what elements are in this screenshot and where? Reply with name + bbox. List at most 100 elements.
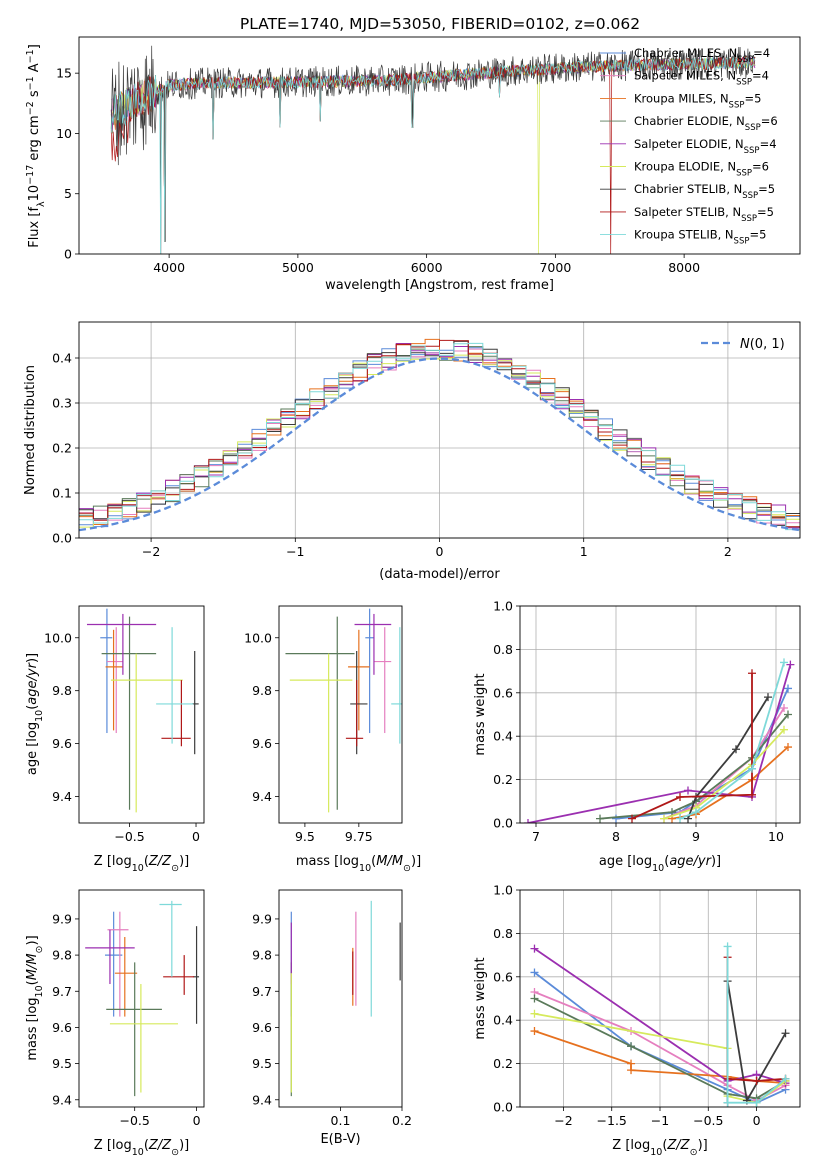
x-tick-label: 2: [724, 544, 732, 559]
y-tick-label: 9.6: [252, 1020, 272, 1035]
weight-marker-kroupa_stelib: [723, 1098, 732, 1107]
plot-area-weight_vs_age: [524, 658, 795, 823]
axes-frame: [519, 605, 801, 824]
x-tick-label: 5000: [282, 260, 314, 275]
y-tick-label: 0.1: [52, 486, 72, 501]
y-tick-label: 0.8: [493, 642, 513, 657]
label-part: )]: [698, 1138, 708, 1153]
weight-marker-kroupa_stelib: [780, 658, 788, 667]
weight-marker-salpeter_stelib: [748, 790, 756, 799]
x-tick-label: −1: [286, 544, 304, 559]
panel-age_vs_Z: −0.5 09.49.69.810.0Z [log10(Z/Z⊙)]age [lo…: [25, 605, 205, 874]
legend-sub: SSP: [737, 55, 753, 65]
label-part: ⊙: [403, 863, 411, 874]
label-part: Z [log: [94, 854, 132, 869]
legend-sub: SSP: [736, 78, 752, 88]
legend-nssp: =6: [752, 160, 769, 174]
y-tick-label: 0: [64, 247, 72, 262]
legend-nssp: =5: [744, 91, 761, 105]
axes-frame: [78, 889, 205, 1108]
legend-normal-label: N(0, 1): [740, 337, 785, 352]
label-part: )]: [411, 854, 421, 869]
weight-marker-salpeter_elodie: [524, 819, 532, 823]
label-part: ⊙: [34, 946, 45, 954]
label-part: erg cm: [27, 115, 42, 164]
label-part: (: [662, 1138, 667, 1153]
histogram-kroupa_elodie: [79, 354, 800, 528]
weight-marker-salpeter_elodie: [530, 944, 539, 953]
y-tick-label: 9.8: [52, 948, 72, 963]
x-tick-label: 10: [768, 829, 784, 844]
weight-line-salpeter_miles: [663, 707, 785, 820]
errorbar-point-chabrier_stelib: [192, 650, 199, 755]
label-part: A: [27, 63, 42, 76]
panel-spectrum: 4000 5000 6000 7000 8000 0 5 10 15 wavelength [An…: [25, 36, 801, 293]
y-tick-label: 0.2: [493, 1056, 513, 1071]
label-part: mass [log: [25, 997, 40, 1060]
errorbar-point-salpeter_miles: [107, 911, 129, 1017]
weight-marker-salpeter_miles: [780, 703, 788, 712]
errorbar-point-kroupa_stelib: [156, 627, 194, 744]
label-part: age [log: [25, 722, 40, 775]
y-tick-label: 10.0: [244, 630, 272, 645]
y-tick-label: 0.0: [493, 1100, 513, 1115]
weight-line-kroupa_stelib: [726, 946, 787, 1104]
label-part: ]: [27, 44, 42, 49]
y-tick-label: 1.0: [493, 883, 513, 898]
x-tick-label: −1: [651, 1113, 669, 1128]
legend-residuals: N(0, 1): [701, 337, 785, 352]
label-part: 10: [652, 863, 664, 874]
legend-sub: SSP: [745, 123, 761, 133]
errorbar-point-kroupa_miles: [114, 937, 138, 1017]
legend-entry-kroupa_stelib: Kroupa STELIB, NSSP=5: [634, 228, 766, 247]
errorbar-point-salpeter_elodie: [86, 613, 157, 675]
label-part: ⊙: [171, 863, 179, 874]
weight-marker-chabrier_stelib: [732, 745, 740, 754]
label-part: −1: [25, 49, 36, 63]
weight-marker-salpeter_stelib: [676, 792, 684, 801]
panel-age_vs_mass: 9.5 9.75 9.4 9.6 9.8 10.0 mass [log10(M/M⊙)]: [244, 605, 421, 874]
plot-area-spectrum: [110, 45, 756, 254]
errorbar-point-salpeter_stelib: [345, 680, 364, 747]
y-axis-label: mass [log10(M/M⊙)]: [25, 935, 45, 1060]
errorbar-point-chabrier_elodie: [106, 962, 162, 1097]
label-part: −2: [25, 101, 36, 115]
plot-area-age_vs_Z: [86, 608, 199, 813]
weight-marker-chabrier_stelib: [764, 693, 772, 702]
label-part: ⊙: [171, 1147, 179, 1158]
errorbar-point-kroupa_elodie: [109, 984, 179, 1093]
weight-marker-salpeter_stelib: [752, 1076, 761, 1085]
weight-marker-salpeter_elodie: [684, 786, 692, 795]
legend-entry-salpeter_elodie: Salpeter ELODIE, NSSP=4: [634, 137, 777, 156]
panel-weight_vs_age: 7 8 9 10 0.0 0.2 0.4 0.6 0.8 1.0 mass weight age [l…: [473, 599, 801, 874]
weight-marker-chabrier_elodie: [530, 994, 539, 1003]
legend-name: Kroupa MILES, N: [634, 91, 729, 105]
x-axis-label: (data-model)/error: [379, 567, 500, 582]
x-axis-label: age [log10(age/yr)]: [599, 854, 721, 874]
legend-name: Chabrier STELIB, N: [634, 182, 742, 196]
label-part: Z/Z: [148, 1138, 172, 1153]
label-part: 10: [359, 863, 371, 874]
x-tick-label: −2: [142, 544, 160, 559]
legend-name: Salpeter MILES, N: [634, 69, 736, 83]
legend-entry-kroupa_elodie: Kroupa ELODIE, NSSP=6: [634, 160, 769, 179]
legend-nssp: =5: [757, 205, 774, 219]
x-axis-label: Z [log10(Z/Z⊙)]: [94, 1138, 189, 1158]
weight-line-salpeter_elodie: [527, 664, 792, 823]
histogram-kroupa_stelib: [79, 342, 800, 531]
label-part: −17: [25, 165, 36, 185]
label-part: ⊙: [690, 1147, 698, 1158]
errorbar-point-salpeter_miles: [373, 627, 392, 734]
y-tick-label: 9.9: [52, 911, 72, 926]
y-axis-label: Normed distribution: [23, 365, 38, 495]
errorbar-point-salpeter_stelib: [161, 680, 191, 747]
y-axis-label: mass weight: [473, 957, 488, 1039]
y-tick-label: 9.5: [252, 1056, 272, 1071]
y-tick-label: 9.4: [52, 789, 72, 804]
x-tick-label: −0.5: [693, 1113, 723, 1128]
weight-line-salpeter_elodie: [533, 947, 786, 1084]
legend-name: Kroupa ELODIE, N: [634, 160, 736, 174]
y-tick-label: 10: [56, 126, 72, 141]
y-tick-label: 5: [64, 186, 72, 201]
errorbar-point-salpeter_stelib: [163, 955, 195, 995]
